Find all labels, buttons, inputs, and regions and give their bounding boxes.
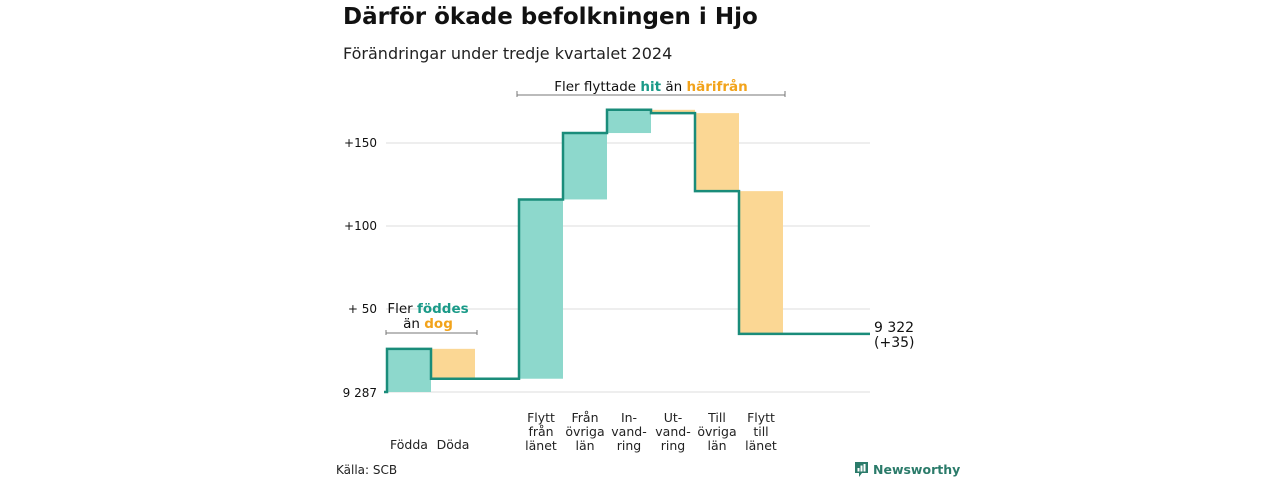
category-label: Ut- xyxy=(664,410,683,425)
bar-decrease xyxy=(651,109,695,114)
category-label: Från xyxy=(571,410,598,425)
category-label: övriga xyxy=(565,424,604,439)
birth-annotation-prefix: Fler xyxy=(387,301,417,317)
bar-decrease xyxy=(695,113,739,192)
category-label: vand- xyxy=(611,424,646,439)
migration-annotation-prefix: Fler flyttade xyxy=(554,79,640,95)
birth-annotation-line1: Fler föddes xyxy=(387,301,468,317)
birth-annotation-highlight: föddes xyxy=(417,301,469,317)
chart-subtitle: Förändringar under tredje kvartalet 2024 xyxy=(343,44,673,63)
category-label: övriga xyxy=(697,424,736,439)
bar-increase xyxy=(563,133,607,200)
chart-title: Därför ökade befolkningen i Hjo xyxy=(343,4,758,30)
birth-bracket xyxy=(385,330,478,335)
source-note: Källa: SCB xyxy=(336,463,398,477)
migration-annotation: Fler flyttade hit än härifrån xyxy=(554,78,748,95)
category-label: Till xyxy=(707,410,726,425)
running-total-line-path xyxy=(384,108,870,394)
migration-annotation-highlight: härifrån xyxy=(687,78,748,95)
y-tick-label: +100 xyxy=(344,219,377,233)
bar-increase xyxy=(387,348,431,392)
category-label: Födda xyxy=(390,437,428,452)
chart-logo-icon xyxy=(855,462,868,477)
category-label: In- xyxy=(621,410,637,425)
category-label: län xyxy=(707,438,726,453)
bars xyxy=(387,109,783,392)
y-tick-label: +150 xyxy=(344,136,377,150)
birth-annotation-line2: än dog xyxy=(403,316,453,332)
bar-decrease xyxy=(739,191,783,334)
end-change-label: (+35) xyxy=(874,335,914,351)
category-label: vand- xyxy=(655,424,690,439)
end-value-label: 9 322 xyxy=(874,320,914,336)
birth-annotation-prefix: än xyxy=(403,316,424,332)
category-label: Flytt xyxy=(527,410,555,425)
y-axis: + 50 +100 +150 9 287 xyxy=(343,136,377,400)
brand-name: Newsworthy xyxy=(873,462,961,477)
bar-increase xyxy=(519,199,563,379)
category-label: Döda xyxy=(437,437,470,452)
migration-annotation-highlight: hit xyxy=(640,79,661,95)
birth-annotation-highlight: dog xyxy=(424,316,453,332)
category-label: ring xyxy=(617,438,641,453)
category-label: länet xyxy=(745,438,777,453)
category-label: Flytt xyxy=(747,410,775,425)
running-total-line xyxy=(384,108,870,394)
y-tick-label: + 50 xyxy=(348,302,377,316)
migration-bracket xyxy=(516,91,786,97)
category-label: län xyxy=(575,438,594,453)
start-value-label: 9 287 xyxy=(343,386,377,400)
category-label: till xyxy=(753,424,768,439)
category-label: länet xyxy=(525,438,557,453)
bar-decrease xyxy=(431,348,475,379)
brand-logo: Newsworthy xyxy=(854,461,960,478)
grid-lines xyxy=(386,142,870,393)
bar-increase xyxy=(607,109,651,134)
category-label: ring xyxy=(661,438,685,453)
migration-annotation-middle: än xyxy=(661,79,686,95)
category-label: från xyxy=(528,424,553,439)
x-axis: Födda DödaFlyttfrånlänetFrånövrigalänIn-v… xyxy=(390,410,777,453)
